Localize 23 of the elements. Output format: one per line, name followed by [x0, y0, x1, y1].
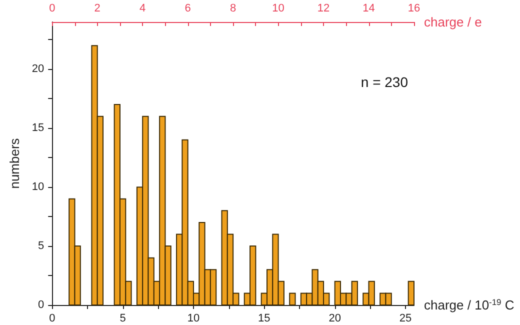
y-tick-label: 20	[32, 63, 44, 76]
x2-tick-label: 16	[408, 2, 420, 14]
y-tick-label: 10	[32, 181, 44, 194]
x-tick-label: 5	[120, 312, 126, 324]
x2-tick-label: 6	[184, 2, 191, 14]
x-tick-label: 25	[399, 312, 412, 324]
y-axis-title: numbers	[7, 138, 22, 189]
x2-tick-label: 4	[140, 2, 146, 14]
x2-tick-label: 8	[230, 2, 236, 14]
x2-axis-title: charge / e	[424, 14, 482, 30]
x2-tick-label: 2	[94, 2, 100, 14]
y-tick-label: 0	[38, 299, 44, 311]
x2-tick-label: 0	[49, 2, 56, 14]
x2-tick-label: 12	[317, 2, 330, 14]
x2-tick-label: 14	[362, 2, 375, 14]
annotation: n = 230	[360, 74, 408, 90]
x-tick-label: 15	[258, 312, 270, 324]
y-tick-label: 15	[32, 122, 44, 134]
y-tick-label: 5	[38, 240, 44, 252]
x-tick-label: 10	[187, 312, 200, 324]
x-tick-label: 20	[328, 312, 341, 324]
x-tick-label: 0	[49, 312, 56, 324]
x2-tick-label: 10	[272, 2, 284, 14]
